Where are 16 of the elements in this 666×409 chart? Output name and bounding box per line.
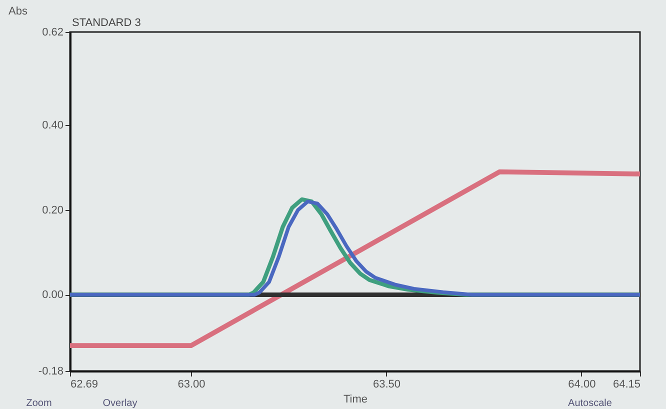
y-tick-label: 0.62 [42,26,64,38]
x-tick-label: 63.00 [178,378,206,390]
text: Zoom [26,398,52,409]
text: Autoscale [568,398,612,409]
y-tick-label: 0.00 [42,289,64,302]
x-axis-title: Time [343,394,368,406]
text: Overlay [102,398,138,409]
x-tick-label: 64.15 [612,378,640,390]
x-tick-label: 62.69 [70,378,98,390]
x-tick-label: 63.50 [372,378,400,390]
chart-title: STANDARD 3 [72,17,141,29]
y-tick-label: 0.20 [42,204,64,216]
y-tick-label: 0.40 [42,120,64,132]
y-axis-title: Abs [8,6,28,18]
x-tick-label: 64.00 [568,378,596,390]
y-tick-label: -0.18 [38,366,64,378]
